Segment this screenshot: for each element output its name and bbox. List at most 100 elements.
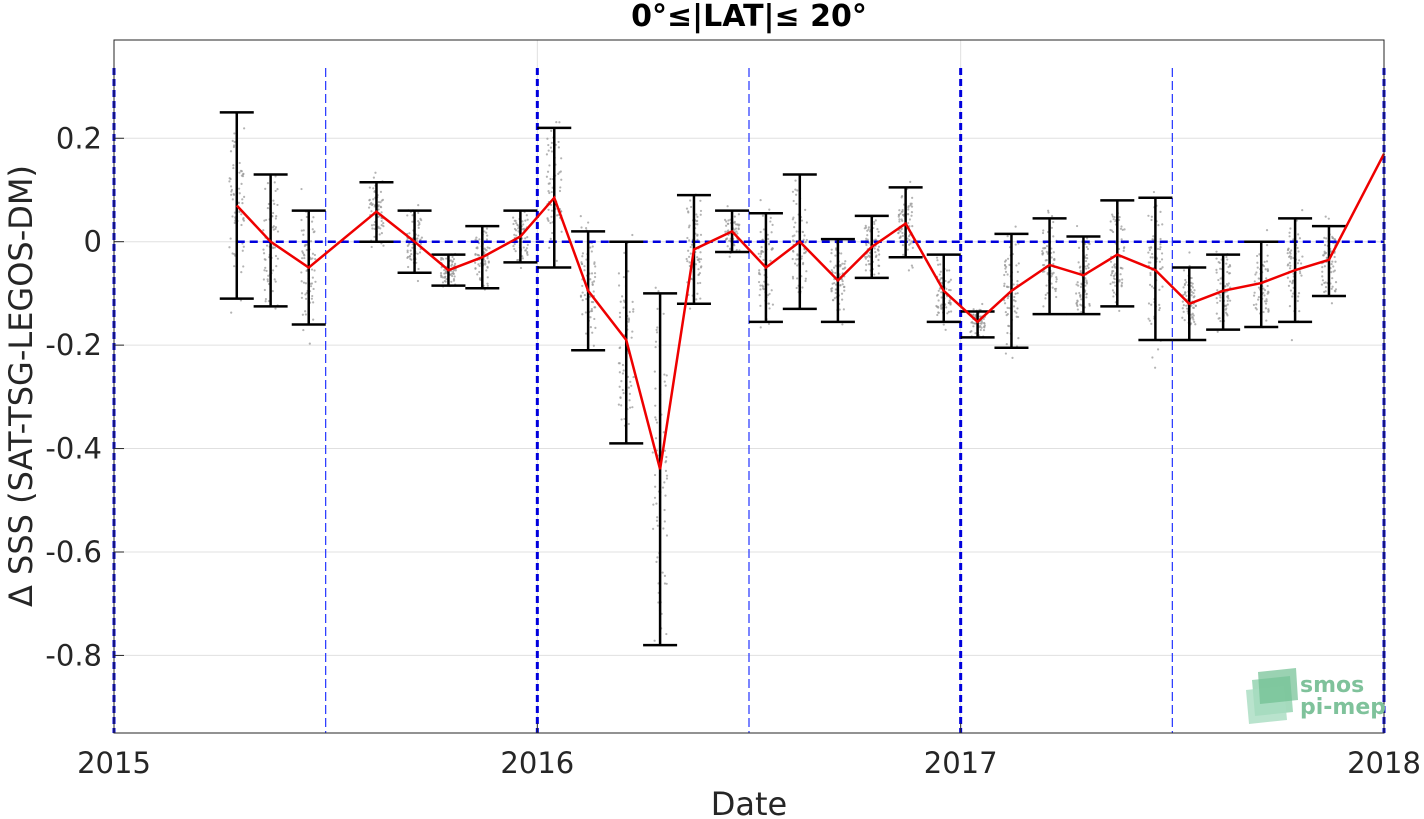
scatter-point [476, 247, 479, 250]
scatter-point [621, 295, 624, 298]
scatter-point [728, 247, 732, 250]
scatter-point [654, 416, 657, 419]
scatter-point [379, 206, 383, 209]
scatter-point [651, 451, 654, 454]
scatter-point [1041, 250, 1044, 253]
scatter-point [478, 264, 481, 268]
scatter-point [654, 404, 657, 407]
scatter-point [1149, 271, 1152, 275]
scatter-point [1150, 303, 1153, 306]
scatter-point [243, 195, 246, 198]
scatter-point [275, 265, 278, 268]
scatter-point [876, 248, 879, 251]
scatter-point [867, 259, 870, 263]
scatter-point [1003, 302, 1007, 305]
scatter-point [873, 273, 876, 276]
scatter-point [411, 220, 414, 223]
scatter-point [689, 199, 692, 202]
scatter-point [767, 322, 771, 325]
scatter-point [1109, 220, 1112, 223]
scatter-point [1194, 323, 1197, 326]
scatter-point [526, 236, 529, 239]
scatter-point [1327, 217, 1330, 220]
scatter-point [1003, 260, 1007, 263]
scatter-point [621, 388, 624, 392]
scatter-point [762, 228, 766, 231]
scatter-point [1286, 249, 1290, 252]
scatter-point [443, 269, 446, 272]
scatter-point [1262, 310, 1265, 314]
scatter-point [1110, 274, 1113, 277]
scatter-point [1324, 286, 1328, 289]
scatter-point [486, 284, 489, 287]
scatter-point [664, 461, 667, 464]
scatter-point [698, 271, 702, 275]
scatter-point [1219, 277, 1222, 280]
scatter-point [877, 234, 880, 237]
scatter-point [733, 228, 736, 231]
scatter-point [1150, 218, 1153, 222]
scatter-point [1228, 272, 1231, 275]
scatter-point [1151, 238, 1155, 241]
logo-text-line2: pi-mep [1300, 695, 1386, 720]
scatter-point [310, 282, 314, 285]
scatter-point [1289, 257, 1293, 260]
scatter-point [369, 202, 372, 206]
scatter-point [1077, 246, 1081, 249]
scatter-point [908, 243, 911, 246]
scatter-point [688, 255, 691, 258]
scatter-point [273, 202, 276, 205]
scatter-point [379, 190, 383, 193]
scatter-point [485, 269, 488, 272]
scatter-point [878, 264, 881, 267]
scatter-point [737, 213, 741, 216]
scatter-point [699, 251, 702, 254]
scatter-point [443, 272, 446, 275]
scatter-point [696, 258, 699, 261]
scatter-point [452, 279, 456, 282]
scatter-point [303, 256, 306, 260]
scatter-point [766, 233, 769, 236]
scatter-point [1256, 254, 1259, 258]
scatter-point [478, 238, 481, 241]
scatter-point [910, 264, 913, 267]
scatter-point [243, 127, 246, 130]
scatter-point [1258, 253, 1261, 256]
scatter-point [1085, 253, 1088, 257]
scatter-point [312, 216, 315, 219]
scatter-point [1323, 290, 1326, 294]
scatter-point [1044, 293, 1047, 296]
scatter-point [302, 281, 306, 284]
scatter-point [664, 469, 668, 472]
scatter-point [946, 312, 949, 315]
scatter-point [1148, 319, 1151, 322]
scatter-point [653, 639, 656, 642]
scatter-point [945, 287, 948, 290]
scatter-point [1005, 285, 1009, 288]
scatter-point [864, 255, 867, 259]
scatter-point [313, 230, 316, 233]
scatter-point [1154, 366, 1157, 369]
scatter-point [441, 281, 445, 284]
scatter-point [368, 186, 371, 189]
scatter-point [1006, 257, 1010, 260]
scatter-point [972, 325, 975, 328]
scatter-point [1183, 319, 1186, 322]
scatter-point [794, 179, 797, 182]
scatter-point [1266, 269, 1269, 273]
scatter-point [1263, 289, 1267, 292]
scatter-point [1006, 331, 1009, 335]
scatter-point [451, 260, 454, 263]
scatter-point [370, 224, 374, 227]
scatter-point [1267, 310, 1270, 313]
scatter-point [939, 270, 942, 273]
scatter-point [728, 239, 731, 242]
scatter-point [620, 418, 623, 421]
scatter-point [617, 284, 621, 287]
scatter-point [593, 317, 596, 321]
scatter-point [1289, 252, 1292, 255]
scatter-point [1006, 312, 1009, 316]
scatter-point [439, 271, 443, 275]
scatter-point [942, 323, 945, 326]
scatter-point [1297, 250, 1300, 253]
